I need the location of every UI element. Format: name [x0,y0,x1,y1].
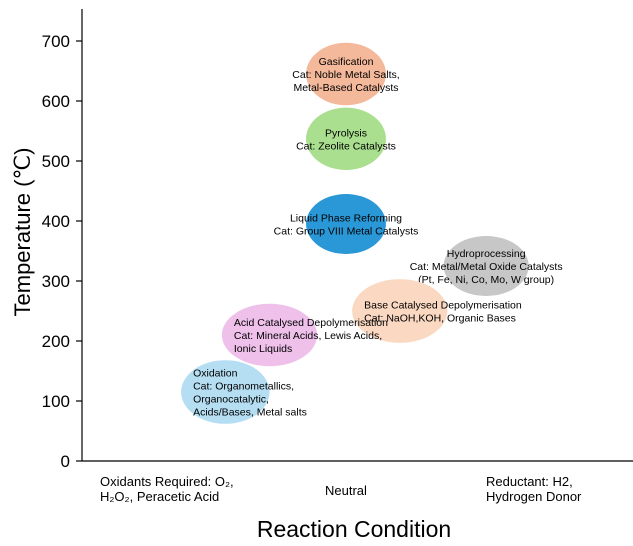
x-category-line: H₂O₂, Peracetic Acid [100,489,219,504]
region-ellipse [306,194,386,254]
y-tick-label: 600 [42,92,70,111]
x-axis-title: Reaction Condition [257,516,451,542]
x-category-label: Oxidants Required: O₂,H₂O₂, Peracetic Ac… [100,474,234,504]
y-axis-title: Temperature (℃) [10,148,35,317]
y-tick-label: 100 [42,392,70,411]
x-category-line: Reductant: H2, [486,474,573,489]
region-label-line: Cat: Mineral Acids, Lewis Acids, [234,330,382,342]
region-label-line: Ionic Liquids [234,343,292,355]
y-tick-label: 500 [42,152,70,171]
region-ellipse [352,279,448,343]
region-label-line: Cat: Metal/Metal Oxide Catalysts [410,261,563,273]
region-label-line: Cat: Group VIII Metal Catalysts [274,226,419,238]
y-tick-label: 0 [61,452,70,471]
region-label-line: Acids/Bases, Metal salts [193,407,307,419]
y-tick-label: 700 [42,32,70,51]
region-ellipse [181,360,270,424]
x-category-label: Neutral [325,483,367,498]
x-category-layer: Oxidants Required: O₂,H₂O₂, Peracetic Ac… [100,474,582,504]
region-label-line: Cat: Noble Metal Salts, [292,69,399,81]
y-tick-label: 200 [42,332,70,351]
region-ellipse [306,107,386,170]
region-label-line: Organocatalytic, [193,394,269,406]
region-label-line: Base Catalysed Depolymerisation [364,300,522,312]
region-label-line: Liquid Phase Reforming [290,213,402,225]
region-label-line: Cat: Organometallics, [193,381,294,393]
region-ellipse [306,42,386,106]
y-tick-label: 300 [42,272,70,291]
region-label-line: Pyrolysis [325,127,367,139]
region-ellipse [443,236,529,296]
y-tick-layer: 0 100 200 300 400 500 600 700 [42,32,82,471]
region-label-line: Metal-Based Catalysts [293,82,398,94]
region-label-line: Oxidation [193,368,238,380]
x-category-line: Neutral [325,483,367,498]
y-tick-label: 400 [42,212,70,231]
region-ellipse [221,303,318,367]
region-label-line: Cat: Zeolite Catalysts [296,140,396,152]
region-label-line: Cat: NaOH,KOH, Organic Bases [364,313,516,325]
region-label-line: Hydroprocessing [447,248,526,260]
region-label-line: (Pt, Fe, Ni, Co, Mo, W group) [418,274,554,286]
x-category-line: Hydrogen Donor [486,489,582,504]
region-label-line: Acid Catalysed Depolymerisation [234,317,388,329]
x-category-label: Reductant: H2,Hydrogen Donor [486,474,582,504]
region-label-line: Gasification [319,56,374,68]
x-category-line: Oxidants Required: O₂, [100,474,234,489]
